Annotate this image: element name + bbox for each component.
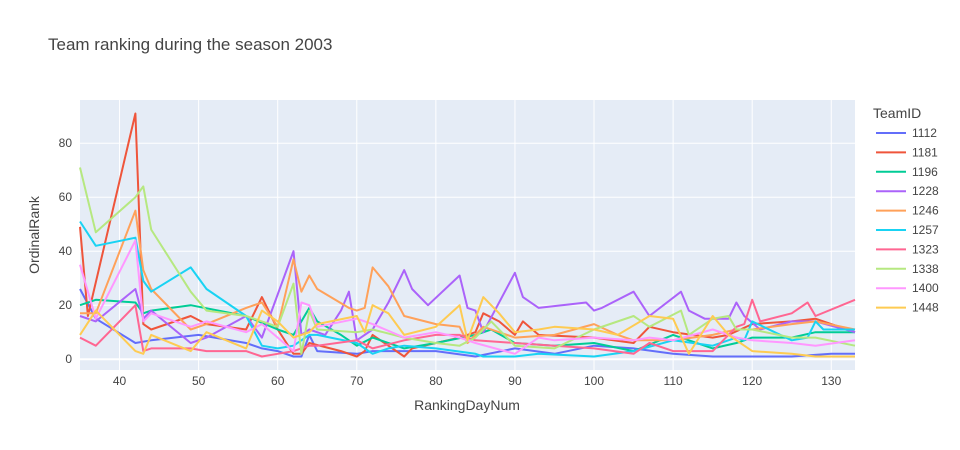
y-tick-label: 20 xyxy=(59,298,73,312)
legend-label: 1323 xyxy=(912,242,939,256)
legend-label: 1448 xyxy=(912,301,939,315)
x-tick-label: 50 xyxy=(192,374,206,388)
legend[interactable]: 1112 1181 1196 1228 1246 1257 1323 1338 1400 1448 xyxy=(876,126,939,315)
legend-item-1196[interactable]: 1196 xyxy=(876,165,938,179)
legend-item-1323[interactable]: 1323 xyxy=(876,242,939,256)
legend-title: TeamID xyxy=(873,105,921,121)
series-line-1400[interactable] xyxy=(79,239,856,355)
x-tick-labels: 40 50 60 70 80 90 100 110 120 130 xyxy=(113,374,842,388)
legend-label: 1246 xyxy=(912,204,939,218)
legend-item-1228[interactable]: 1228 xyxy=(876,184,939,198)
chart-title: Team ranking during the season 2003 xyxy=(48,35,332,54)
legend-item-1181[interactable]: 1181 xyxy=(876,145,938,159)
series-line-1257[interactable] xyxy=(79,220,855,358)
series-line-1196[interactable] xyxy=(79,298,855,353)
series-lines[interactable] xyxy=(79,112,856,358)
legend-label: 1257 xyxy=(912,223,939,237)
x-tick-label: 60 xyxy=(271,374,285,388)
y-tick-label: 0 xyxy=(65,352,72,366)
x-tick-label: 110 xyxy=(664,374,683,388)
x-tick-label: 80 xyxy=(429,374,443,388)
legend-label: 1228 xyxy=(912,184,939,198)
x-tick-label: 100 xyxy=(584,374,604,388)
legend-item-1257[interactable]: 1257 xyxy=(876,223,939,237)
y-axis-title: OrdinalRank xyxy=(26,195,42,274)
y-tick-label: 40 xyxy=(59,244,73,258)
legend-label: 1196 xyxy=(912,165,938,179)
y-tick-label: 60 xyxy=(59,190,73,204)
legend-label: 1112 xyxy=(912,126,937,140)
x-tick-label: 90 xyxy=(508,374,522,388)
series-line-1112[interactable] xyxy=(79,288,855,358)
legend-label: 1400 xyxy=(912,281,939,295)
legend-label: 1181 xyxy=(912,145,938,159)
x-tick-label: 120 xyxy=(742,374,762,388)
series-line-1338[interactable] xyxy=(79,167,856,355)
x-axis-title: RankingDayNum xyxy=(414,397,520,413)
legend-item-1338[interactable]: 1338 xyxy=(876,262,939,276)
legend-item-1246[interactable]: 1246 xyxy=(876,204,939,218)
series-line-1448[interactable] xyxy=(79,296,855,358)
x-tick-label: 40 xyxy=(113,374,127,388)
x-tick-label: 70 xyxy=(350,374,364,388)
legend-label: 1338 xyxy=(912,262,939,276)
legend-item-1400[interactable]: 1400 xyxy=(876,281,939,295)
series-line-1181[interactable] xyxy=(79,112,856,358)
y-tick-label: 80 xyxy=(59,136,73,150)
y-tick-labels: 0 20 40 60 80 xyxy=(59,136,73,366)
x-tick-label: 130 xyxy=(821,374,841,388)
legend-item-1448[interactable]: 1448 xyxy=(876,301,939,315)
legend-item-1112[interactable]: 1112 xyxy=(876,126,937,140)
